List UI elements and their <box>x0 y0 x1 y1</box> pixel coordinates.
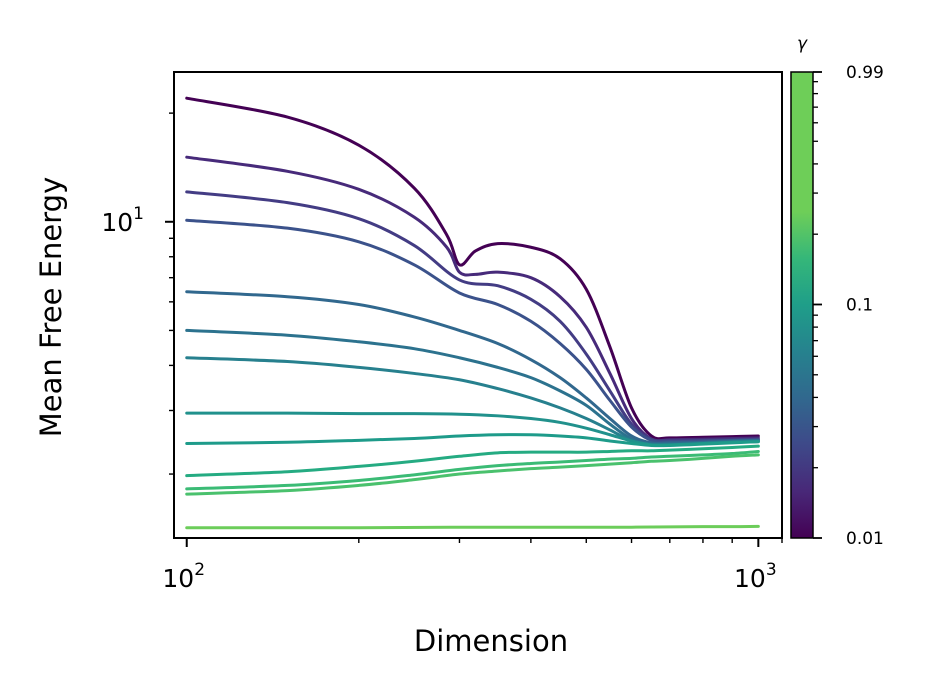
colorbar <box>790 71 814 539</box>
colorbar-label: γ <box>797 34 808 54</box>
series-line-12 <box>185 453 760 496</box>
series-line-6 <box>185 328 760 447</box>
x-tick-label: 103 <box>734 560 777 593</box>
series-line-10 <box>185 444 760 478</box>
colorbar-ticks: 0.99 0.1 0.01 <box>813 63 884 549</box>
x-axis-label: Dimension <box>414 624 568 658</box>
series-line-1 <box>185 96 760 441</box>
colorbar-tick-label: 0.1 <box>846 295 873 315</box>
colorbar-tick-label: 0.01 <box>846 529 884 549</box>
series-layer <box>185 96 760 530</box>
x-axis-ticks: 102 103 <box>162 538 783 593</box>
y-tick-label: 101 <box>101 204 144 237</box>
series-line-13 <box>185 524 760 530</box>
y-axis-ticks: 101 <box>101 112 174 475</box>
series-line-11 <box>185 449 760 491</box>
y-axis-label: Mean Free Energy <box>34 177 68 438</box>
series-line-9 <box>185 433 760 448</box>
colorbar-tick-label: 0.99 <box>846 63 884 83</box>
series-line-5 <box>185 290 760 445</box>
series-line-3 <box>185 190 760 443</box>
series-line-7 <box>185 356 760 447</box>
x-tick-label: 102 <box>162 560 205 593</box>
plot-frame <box>173 71 783 539</box>
